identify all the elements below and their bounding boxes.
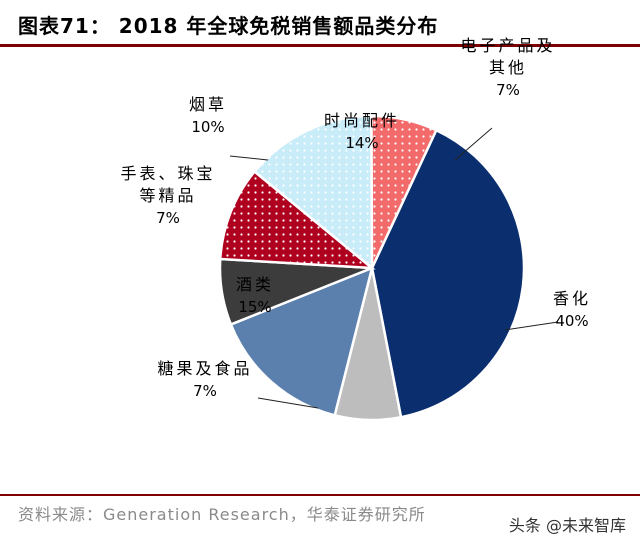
chart-title: 图表71： 2018 年全球免税销售额品类分布 <box>18 14 439 38</box>
pie-slice-6 <box>370 114 438 269</box>
slice-label-4: 烟草 10% <box>189 94 227 138</box>
slice-name-2: 酒类 <box>236 275 275 294</box>
slice-percent-1: 7% <box>193 382 217 400</box>
source-note: 资料来源：Generation Research，华泰证券研究所 <box>18 505 426 524</box>
leader-line-6 <box>454 127 493 161</box>
slice-label-0: 香化 40% <box>553 288 591 332</box>
slice-percent-0: 40% <box>555 312 589 330</box>
slice-label-5: 时尚配件 14% <box>324 110 400 154</box>
slice-label-1: 糖果及食品 7% <box>158 358 253 402</box>
slice-name-6-1: 其他 <box>489 58 528 77</box>
pie-slice-5 <box>252 114 374 271</box>
leader-line-1 <box>257 397 319 409</box>
slice-name-3-1: 等精品 <box>139 186 197 205</box>
slice-name-3: 手表、珠宝 <box>120 164 216 183</box>
slice-name-6: 电子产品及 <box>460 36 556 55</box>
slice-percent-3: 7% <box>156 209 180 227</box>
slice-label-3: 手表、珠宝等精品 7% <box>121 163 216 229</box>
slice-percent-2: 15% <box>238 298 272 316</box>
slice-name-1: 糖果及食品 <box>157 359 253 378</box>
slice-label-6: 电子产品及其他 7% <box>461 35 556 101</box>
slice-percent-6: 7% <box>496 81 520 99</box>
pie-slice-0 <box>370 128 526 419</box>
slice-name-4: 烟草 <box>189 95 228 114</box>
slice-percent-4: 10% <box>191 118 225 136</box>
slice-name-5: 时尚配件 <box>324 111 401 130</box>
slice-label-2: 酒类 15% <box>236 274 274 318</box>
watermark: 头条 @未来智库 <box>508 516 626 535</box>
title-bar: 图表71： 2018 年全球免税销售额品类分布 <box>0 0 640 44</box>
slice-percent-5: 14% <box>345 134 379 152</box>
bottom-rule <box>0 494 640 496</box>
pie-slice-4 <box>218 169 376 270</box>
pie-slice-2 <box>229 265 374 417</box>
leader-line-0 <box>504 321 559 331</box>
slice-name-0: 香化 <box>553 289 592 308</box>
pie-chart <box>218 114 559 422</box>
title-rule <box>0 44 640 47</box>
leader-line-4 <box>229 155 269 161</box>
